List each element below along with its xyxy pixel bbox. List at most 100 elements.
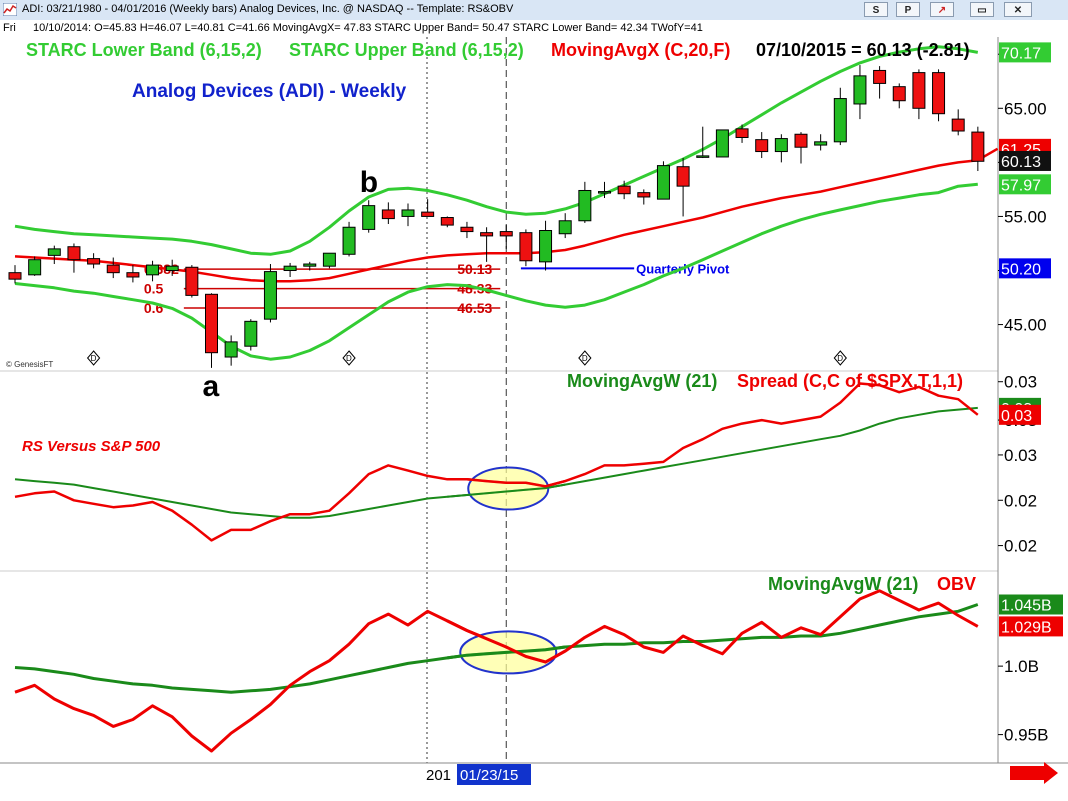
candles-layer [8,65,985,368]
candle-body [342,226,356,255]
obv-badge-obv-bg [999,616,1063,637]
x-axis-date-label: 01/23/15 [460,767,518,784]
obv-overlay-segment [446,619,566,664]
candle [873,66,887,99]
dividend-marker-icon [578,350,592,366]
chart-title: Analog Devices (ADI) - Weekly [132,81,407,102]
legend-moving-avg-x: MovingAvgX (C,20,F) [551,40,730,60]
candle-body [617,185,631,195]
candle [224,335,238,366]
starc-upper-band-line [14,45,979,256]
candle-body [126,272,140,278]
dividend-marker-letter: D [837,354,843,363]
price-badge-starc_upper: 70.17 [1001,45,1041,62]
candle-body [146,264,160,276]
candle [146,260,160,282]
legend-obv: OBV [937,574,976,594]
candle [951,109,965,136]
candle [774,134,788,163]
candle [185,265,199,298]
candle-body [499,231,513,237]
candle [165,259,179,276]
candle-body [715,129,729,158]
candle-body [539,229,553,263]
x-axis-date-highlight [457,764,531,785]
candle [932,69,946,122]
candle-body [303,263,317,267]
candle-body [185,266,199,296]
candle [87,253,101,269]
p-button[interactable]: P [896,2,920,17]
candle [676,158,690,217]
candle [47,245,61,265]
candle [362,200,376,233]
rs-spread-overlay-segment [447,478,566,488]
candle-body [47,248,61,256]
price-badge-starc_upper-bg [999,42,1051,63]
candle [499,225,513,249]
candle [637,189,651,205]
rs-y-tick-label: 0.03 [1004,446,1037,465]
candle [303,261,317,271]
candle-body [28,259,42,276]
rs-y-tick-label: 0.03 [1004,373,1037,392]
candle-body [932,72,946,115]
candle-body [244,320,258,347]
candle [853,65,867,120]
wave-label-b: b [360,166,378,199]
candle [8,265,22,284]
price-badge-close-bg [999,150,1051,171]
price-badge-starc_lower-bg [999,174,1051,195]
legend-starc-lower: STARC Lower Band (6,15,2) [26,40,262,60]
candle-body [480,232,494,237]
candle [381,202,395,225]
candle [519,229,533,267]
rs-spread-line [14,382,979,542]
dividend-marker-icon [833,350,847,366]
candle [794,132,808,164]
candle [401,203,415,227]
candle-body [951,118,965,132]
obv-badge-obv: 1.029B [1001,619,1052,636]
rs-panel-layer [14,382,979,542]
candle-body [87,258,101,265]
candle [617,180,631,200]
candle-body [558,220,572,235]
axis-layer: 45.00 55.00 65.00 0.02 0.02 0.03 0.03 0.03 0.95B… [998,42,1063,745]
candle-body [971,131,985,162]
candle [833,87,847,146]
candle-body [735,128,749,138]
candle-body [578,189,592,222]
candle-body [322,252,336,267]
wave-label-a: a [203,370,220,403]
last-value-label: 07/10/2015 = 60.13 (-2.81) [756,40,970,60]
maximize-icon[interactable]: ▭ [970,2,994,17]
candle [598,181,611,199]
bar-ohlc-readout: 10/10/2014: O=45.83 H=46.07 L=40.81 C=41… [33,22,703,34]
dividend-marker-letter: D [91,354,97,363]
candle [421,199,435,217]
candle-body [205,293,218,354]
candle [892,83,906,109]
price-y-tick-label: 45.00 [1004,316,1047,335]
s-button[interactable]: S [864,2,888,17]
candle-body [263,271,277,320]
candle-body [440,217,454,226]
candle-body [519,232,533,262]
annotation-layer: D D D Da b [86,166,847,675]
candle-body [794,133,808,148]
candle-body [892,86,906,102]
close-icon[interactable]: ✕ [1004,2,1032,17]
candle [814,134,828,151]
price-y-tick-label: 65.00 [1004,99,1047,118]
scroll-right-arrow-icon[interactable] [1010,762,1058,784]
candle [67,243,81,273]
obv-ma-overlay-segment [447,645,566,660]
candle-body [912,72,926,109]
popout-icon[interactable]: ↗ [930,2,954,17]
candle [539,220,553,271]
dividend-marker-letter: D [346,354,352,363]
candle [342,221,356,257]
price-badge-pivot: 50.20 [1001,261,1041,278]
